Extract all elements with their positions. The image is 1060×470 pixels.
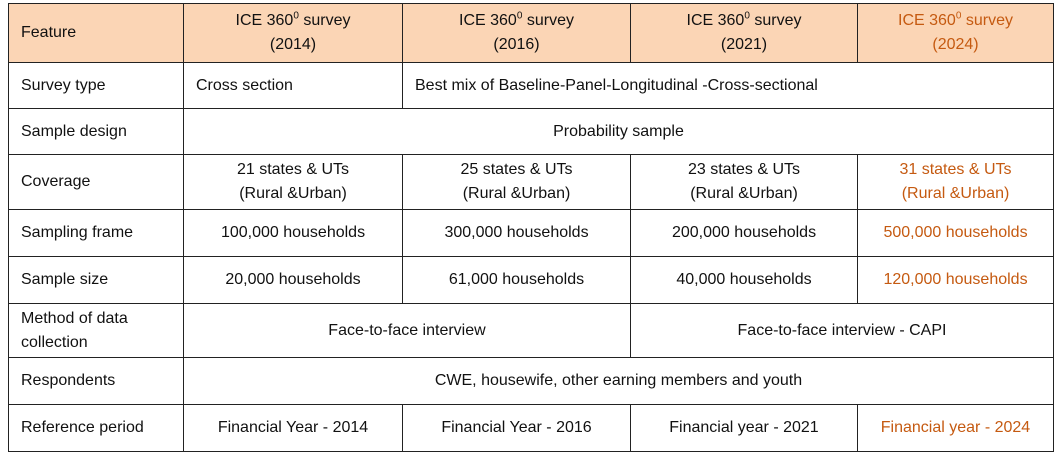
- header-year: (2021): [720, 36, 768, 53]
- table-cell: 100,000 households: [183, 209, 403, 257]
- superscript: 0: [955, 10, 962, 22]
- row-label: Method of data collection: [8, 303, 184, 358]
- cell-line: (Rural &Urban): [690, 185, 798, 202]
- table-cell: 120,000 households: [857, 256, 1054, 304]
- cell-line: (Rural &Urban): [901, 185, 1010, 202]
- header-text: survey: [522, 12, 574, 29]
- table-cell: 31 states & UTs (Rural &Urban): [857, 154, 1054, 210]
- table-row: Respondents CWE, housewife, other earning…: [8, 357, 1054, 405]
- table-row: Sample size 20,000 households 61,000 house…: [8, 256, 1054, 304]
- table-cell: 21 states & UTs (Rural &Urban): [183, 154, 403, 210]
- table-cell: 500,000 households: [857, 209, 1054, 257]
- row-label: Survey type: [8, 62, 184, 109]
- header-cell: ICE 3600 survey (2014): [183, 3, 403, 63]
- table-cell: 25 states & UTs (Rural &Urban): [402, 154, 631, 210]
- table-row: Sampling frame 100,000 households 300,000 …: [8, 209, 1054, 257]
- row-label: Coverage: [8, 154, 184, 210]
- table-cell: Face-to-face interview - CAPI: [630, 303, 1054, 358]
- table-cell: Financial year - 2024: [857, 404, 1054, 452]
- header-text: survey: [298, 12, 351, 29]
- row-label: Reference period: [8, 404, 184, 452]
- table-body: Survey type Cross section Best mix of Base…: [8, 62, 1054, 452]
- survey-table: Feature ICE 3600 survey (2014) ICE 3600 sur…: [8, 3, 1054, 452]
- row-label: Sampling frame: [8, 209, 184, 257]
- header-text: ICE 360: [898, 12, 956, 29]
- table-cell: 40,000 households: [630, 256, 858, 304]
- header-text: ICE 360: [235, 12, 294, 29]
- cell-line: 23 states & UTs: [687, 161, 801, 178]
- table-row: Coverage 21 states & UTs (Rural &Urban) 25 …: [8, 154, 1054, 210]
- header-year: (2014): [269, 36, 317, 53]
- header-text: survey: [749, 12, 802, 29]
- table-cell: Best mix of Baseline-Panel-Longitudinal …: [402, 62, 1054, 109]
- table-cell: Financial year - 2021: [630, 404, 858, 452]
- header-cell: ICE 3600 survey (2021): [630, 3, 858, 63]
- table-cell: Face-to-face interview: [183, 303, 631, 358]
- superscript: 0: [744, 10, 750, 22]
- table-cell: Financial Year - 2014: [183, 404, 403, 452]
- header-year: (2024): [932, 36, 979, 53]
- table-cell: Probability sample: [183, 108, 1054, 155]
- header-year: (2016): [493, 36, 540, 53]
- header-row: Feature ICE 3600 survey (2014) ICE 3600 sur…: [8, 3, 1054, 63]
- superscript: 0: [516, 10, 523, 22]
- header-text: survey: [961, 12, 1013, 29]
- table-cell: 200,000 households: [630, 209, 858, 257]
- cell-line: (Rural &Urban): [239, 185, 347, 202]
- table-header: Feature ICE 3600 survey (2014) ICE 3600 sur…: [8, 3, 1054, 63]
- cell-line: 25 states & UTs: [460, 161, 573, 178]
- row-label: Sample size: [8, 256, 184, 304]
- table-row: Method of data collection Face-to-face in…: [8, 303, 1054, 358]
- header-cell: ICE 3600 survey (2016): [402, 3, 631, 63]
- cell-line: (Rural &Urban): [462, 185, 571, 202]
- cell-line: 21 states & UTs: [236, 161, 350, 178]
- header-text: ICE 360: [686, 12, 745, 29]
- superscript: 0: [293, 10, 299, 22]
- row-label: Respondents: [8, 357, 184, 405]
- header-cell: Feature: [8, 3, 184, 63]
- table-cell: 61,000 households: [402, 256, 631, 304]
- table-row: Sample design Probability sample: [8, 108, 1054, 155]
- cell-line: 31 states & UTs: [899, 161, 1012, 178]
- header-text: ICE 360: [459, 12, 517, 29]
- table-row: Reference period Financial Year - 2014 Fin…: [8, 404, 1054, 452]
- table-cell: Financial Year - 2016: [402, 404, 631, 452]
- table-cell: CWE, housewife, other earning members an…: [183, 357, 1054, 405]
- table-cell: Cross section: [183, 62, 403, 109]
- row-label: Sample design: [8, 108, 184, 155]
- header-cell: ICE 3600 survey (2024): [857, 3, 1054, 63]
- table-cell: 23 states & UTs (Rural &Urban): [630, 154, 858, 210]
- table-cell: 20,000 households: [183, 256, 403, 304]
- table-cell: 300,000 households: [402, 209, 631, 257]
- table-row: Survey type Cross section Best mix of Base…: [8, 62, 1054, 109]
